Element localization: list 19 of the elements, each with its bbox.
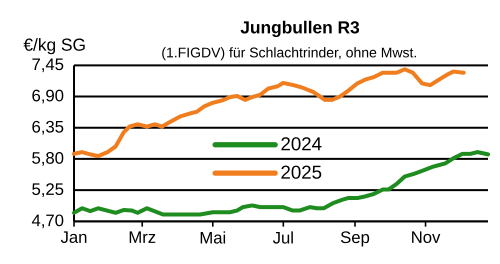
chart-title: Jungbullen R3 — [240, 20, 360, 38]
x-tick-label: Nov — [412, 231, 440, 243]
x-tick-label: Jul — [272, 231, 293, 244]
line-series — [72, 67, 466, 158]
chart-subtitle: (1.FIGDV) für Schlachtrinder, ohne Mwst. — [162, 47, 416, 60]
y-tick-label: 5,25 — [32, 183, 64, 198]
legend-label: 2024 — [281, 137, 322, 150]
y-axis-title: €/kg SG — [24, 38, 85, 54]
x-tick-label: Mai — [200, 231, 226, 244]
y-tick-label: 7,45 — [32, 58, 64, 72]
y-tick-label: 6,35 — [32, 120, 64, 135]
y-tick-label: 6,90 — [32, 90, 64, 104]
legend-label: 2025 — [281, 166, 322, 179]
x-tick-label: Jan — [60, 231, 86, 243]
x-tick-label: Mrz — [130, 231, 156, 243]
y-tick-label: 5,80 — [32, 152, 64, 166]
line-series — [72, 150, 490, 217]
y-tick-label: 4,70 — [32, 214, 64, 228]
x-tick-label: Sep — [340, 231, 370, 246]
